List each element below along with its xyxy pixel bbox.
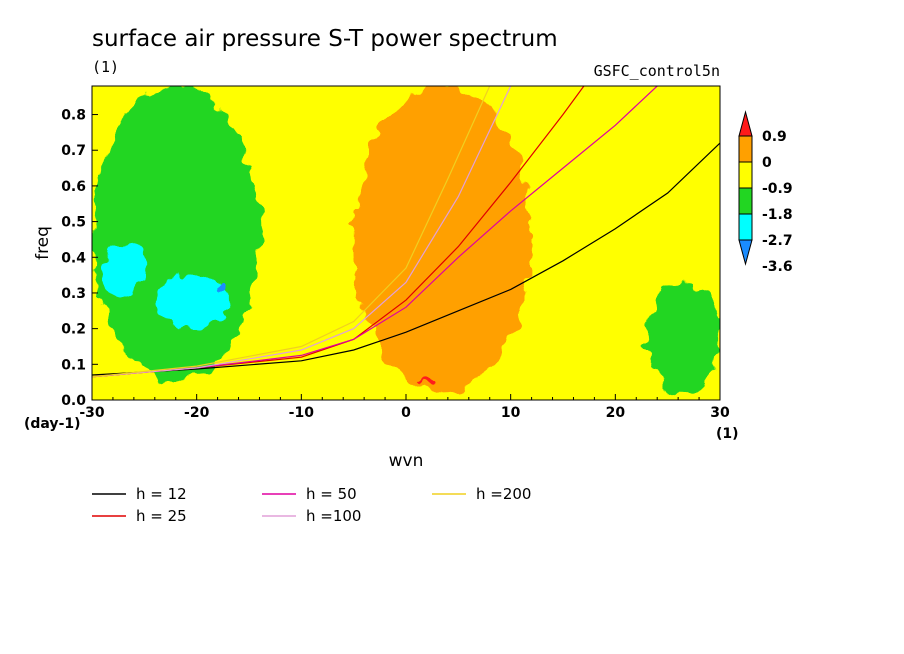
x-tick-label: -20 [184,405,210,421]
colorbar-label: -3.6 [762,259,793,275]
plot-area [91,85,721,401]
colorbar-bottom-arrow [738,239,753,266]
colorbar-label: -0.9 [762,181,793,197]
series-line-4 [92,86,491,378]
contour-region-2 [154,275,229,329]
x-tick-label: 10 [501,405,521,421]
y-tick-label: 0.5 [61,215,86,231]
colorbar-label: 0.9 [762,129,787,145]
colorbar-label: -1.8 [762,207,793,223]
y-axis: 0.0 0.1 0.2 0.3 0.4 0.5 0.6 0.7 0.8 [61,108,98,409]
contour-region-1 [102,243,145,293]
contour-region-3 [217,282,229,293]
colorbar-swatch [738,213,753,241]
x-tick-label: -10 [289,405,315,421]
y-tick-label: 0.1 [61,357,86,373]
legend-entry: h =100 [306,507,361,525]
legend-entry: h = 12 [136,485,187,503]
y-tick-label: 0.4 [61,250,86,266]
series-line-3 [92,86,512,378]
colorbar-label: -2.7 [762,233,793,249]
y-tick-label: 0.2 [61,322,86,338]
x-tick-label: 20 [606,405,626,421]
y-tick-label: 0.3 [61,286,86,302]
contour-region-5 [353,86,532,393]
x-tick-label: 30 [710,405,730,421]
series-line-0 [92,142,720,376]
contour-region-0 [92,86,260,383]
x-axis: -30 -20 -10 0 10 20 30 [79,394,730,421]
x-unit-label: (1) [716,426,739,442]
contour-region-6 [416,378,438,386]
y-axis-label: freq [33,226,53,260]
legend: h = 12 h = 25 h = 50 h =100 h =200 [92,485,531,525]
chart-subtitle: (1) [92,58,119,76]
series-line-2 [92,86,658,378]
x-tick-label: -30 [79,405,105,421]
model-label: GSFC_control5n [594,62,720,80]
colorbar-label: 0 [762,155,772,171]
y-tick-label: 0.0 [61,393,86,409]
y-tick-label: 0.6 [61,179,86,195]
contour-region-4 [646,282,720,393]
colorbar-swatch [738,161,753,189]
y-unit-label: (day-1) [24,416,81,432]
y-tick-label: 0.7 [61,143,86,159]
colorbar: 0.9 0 -0.9 -1.8 -2.7 -3.6 [738,110,793,275]
y-tick-label: 0.8 [61,108,86,124]
legend-entry: h =200 [476,485,531,503]
colorbar-swatch [738,135,753,163]
x-axis-label: wvn [389,451,424,471]
legend-entry: h = 50 [306,485,357,503]
legend-entry: h = 25 [136,507,187,525]
colorbar-top-arrow [738,110,753,137]
chart-title: surface air pressure S-T power spectrum [92,26,558,52]
colorbar-swatch [738,187,753,215]
x-tick-label: 0 [401,405,411,421]
